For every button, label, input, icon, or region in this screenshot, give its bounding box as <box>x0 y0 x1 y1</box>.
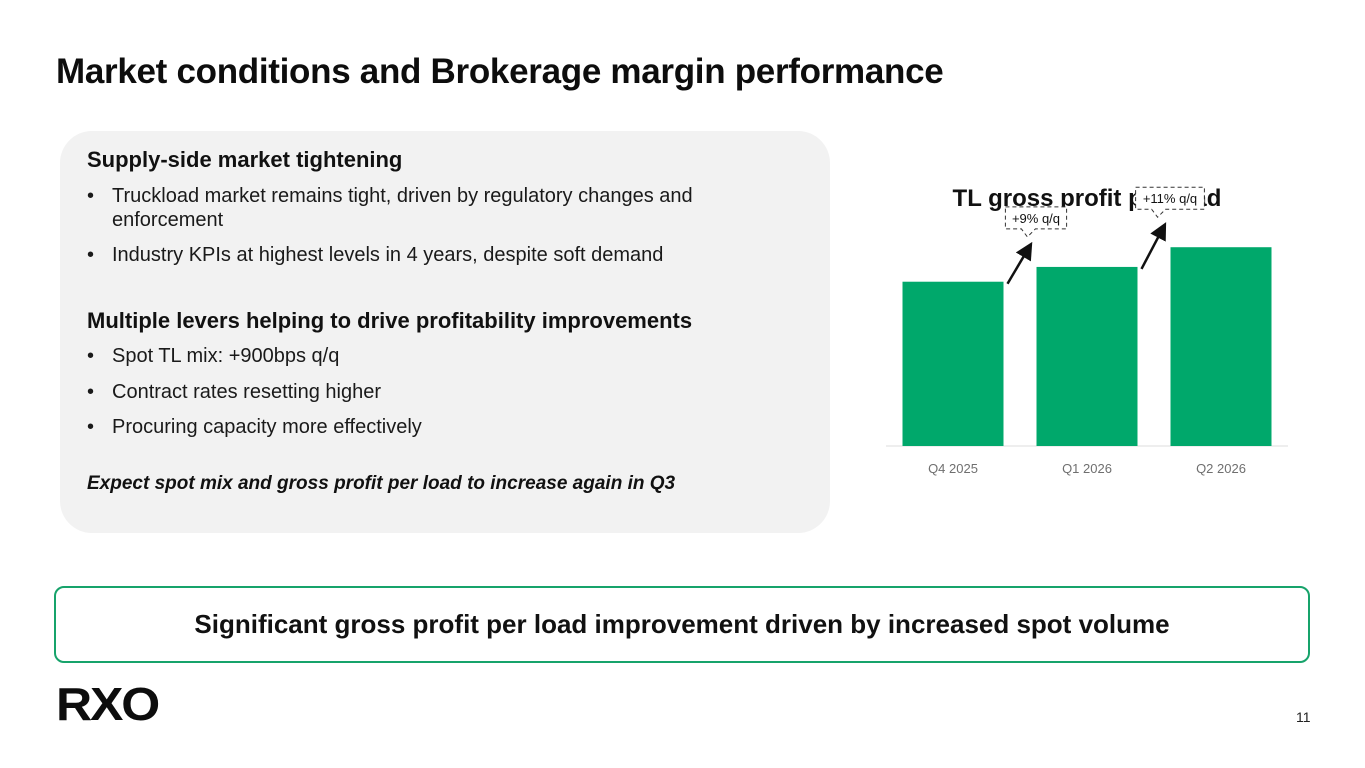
bullet-text: Contract rates resetting higher <box>112 381 382 403</box>
growth-annotation: +11% q/q <box>1143 191 1197 206</box>
svg-text:RXO: RXO <box>56 684 158 724</box>
page-number: 11 <box>1296 709 1311 725</box>
growth-arrow <box>1006 241 1033 285</box>
bullet-dot: • <box>87 345 95 367</box>
bar-q4-2025 <box>902 281 1004 446</box>
key-takeaway-text: Significant gross profit per load improv… <box>194 609 1170 639</box>
growth-annotation: +9% q/q <box>1012 211 1060 226</box>
x-tick-label: Q2 2026 <box>1196 461 1246 476</box>
x-tick-label: Q4 2025 <box>928 461 978 476</box>
slide-title: Market conditions and Brokerage margin p… <box>56 52 944 91</box>
gross-profit-chart: TL gross profit per load Q4 2025 Q1 2026 Q2… <box>870 170 1300 490</box>
bullet-text: Industry KPIs at highest levels in 4 yea… <box>112 244 664 266</box>
bullet-text: Spot TL mix: +900bps q/q <box>112 345 340 367</box>
bullet-dot: • <box>87 185 95 207</box>
bullet-item: • Spot TL mix: +900bps q/q <box>87 344 787 368</box>
annotation-callout-box <box>1135 186 1205 218</box>
bullet-item: • Truckload market remains tight, driven… <box>87 184 787 232</box>
bullet-dot: • <box>87 416 95 438</box>
section-heading-supply: Supply-side market tightening <box>87 147 403 172</box>
bullet-item: • Industry KPIs at highest levels in 4 y… <box>87 243 787 267</box>
rxo-logo: RXO <box>56 684 160 724</box>
annotation-callout-box <box>1004 206 1068 238</box>
bullet-text: Procuring capacity more effectively <box>112 416 422 438</box>
key-takeaway-callout: Significant gross profit per load improv… <box>54 586 1310 663</box>
section-heading-levers: Multiple levers helping to drive profita… <box>87 308 693 333</box>
bullet-item: • Procuring capacity more effectively <box>87 415 787 439</box>
bullet-dot: • <box>87 244 95 266</box>
outlook-note: Expect spot mix and gross profit per loa… <box>87 473 676 494</box>
bar-q1-2026 <box>1036 266 1138 446</box>
bar-q2-2026 <box>1170 247 1272 446</box>
bullet-item: • Contract rates resetting higher <box>87 380 787 404</box>
growth-arrow <box>1140 222 1167 270</box>
market-conditions-card: Supply-side market tightening • Truckloa… <box>60 131 830 533</box>
bullet-text: Truckload market remains tight, driven b… <box>112 185 693 231</box>
bullet-dot: • <box>87 381 95 403</box>
x-tick-label: Q1 2026 <box>1062 461 1112 476</box>
